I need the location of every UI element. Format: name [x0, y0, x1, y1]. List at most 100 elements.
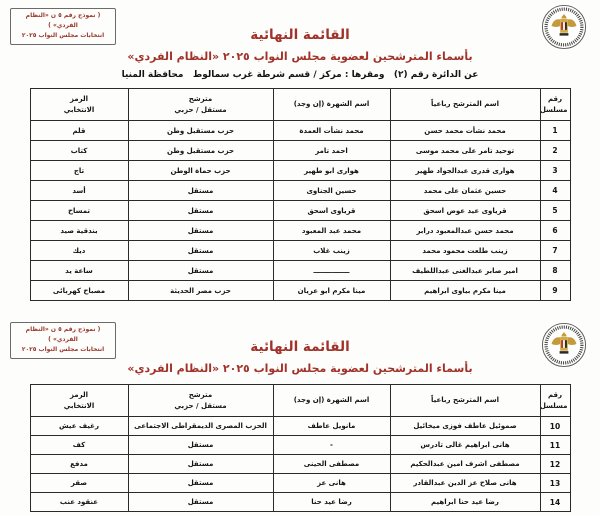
cell-candidate-name: رضا عيد حنا ابراهيم: [389, 492, 541, 512]
cell-fame-name: احمد تامر: [272, 140, 391, 161]
page-subtitle: بأسماء المترشحين لعضوية مجلس النواب ٢٠٢٥…: [127, 50, 473, 63]
cell-candidate-name: امير صابر عبدالغنى عبداللطيف: [389, 260, 541, 281]
cell-party-affiliation: مستقل: [127, 473, 274, 493]
cell-serial-number: 14: [539, 492, 571, 512]
cell-electoral-symbol: عنقود عنب: [29, 492, 129, 512]
cell-party-affiliation: مستقل: [127, 240, 274, 261]
col-header-fame-name: اسم الشهرة (إن وجد): [272, 88, 391, 121]
cell-party-affiliation: مستقل: [127, 180, 274, 201]
cell-serial-number: 6: [539, 220, 571, 241]
candidates-table-1: رقم مسلسل اسم المترشح رباعياً اسم الشهرة…: [29, 88, 571, 301]
table-header-row: رقم مسلسل اسم المترشح رباعياً اسم الشهرة…: [29, 384, 571, 417]
cell-serial-number: 11: [539, 435, 571, 455]
cell-party-affiliation: مستقل: [127, 492, 274, 512]
cell-party-affiliation: حزب مستقبل وطن: [127, 120, 274, 141]
district-line: عن الدائرة رقم (٢) ومقرها : مركز / قسم ش…: [121, 70, 479, 80]
cell-candidate-name: هانى ابراهيم غالى تادرس: [389, 435, 541, 455]
cell-serial-number: 12: [539, 454, 571, 474]
cell-electoral-symbol: تاج: [29, 160, 129, 181]
cell-party-affiliation: حزب مستقبل وطن: [127, 140, 274, 161]
table-row: 3 هوارى قدرى عبدالجواد طهير هوارى ابو طه…: [29, 160, 571, 181]
cell-fame-name: مينا مكرم ابو عريان: [272, 280, 391, 301]
cell-serial-number: 4: [539, 180, 571, 201]
col-header-symbol: الرمز الانتخابي: [29, 384, 129, 417]
table-row: 4 حسين عثمان على محمد حسين الجناوى مستقل…: [29, 180, 571, 201]
cell-fame-name: رضا عيد حنا: [272, 492, 391, 512]
table-row: 7 زينب طلعت محمود محمد زينب غلاب مستقل د…: [29, 240, 571, 261]
cell-candidate-name: قرياوى عيد عوض اسحق: [389, 200, 541, 221]
cell-party-affiliation: حزب مصر الحديثة: [127, 280, 274, 301]
page-title: القائمة النهائية: [250, 27, 350, 43]
table-row: 10 صموئيل عاطف فوزى ميخائيل مانويل عاطف …: [29, 416, 571, 436]
table-row: 6 محمد حسن عبدالمعبود درابر محمد عبد الم…: [29, 220, 571, 241]
cell-electoral-symbol: رغيف عيش: [29, 416, 129, 436]
cell-serial-number: 13: [539, 473, 571, 493]
cell-serial-number: 5: [539, 200, 571, 221]
cell-candidate-name: صموئيل عاطف فوزى ميخائيل: [389, 416, 541, 436]
cell-electoral-symbol: ساعة يد: [29, 260, 129, 281]
form-number-stamp: ( نموذج رقم ٥ ن «النظام الفردي» ) انتخاب…: [10, 322, 116, 359]
page-subtitle: بأسماء المترشحين لعضوية مجلس النواب ٢٠٢٥…: [127, 362, 473, 375]
cell-fame-name: قرياوى اسحق: [272, 200, 391, 221]
cell-fame-name: مصطفى الحينى: [272, 454, 391, 474]
page-title: القائمة النهائية: [250, 339, 350, 355]
cell-candidate-name: حسين عثمان على محمد: [389, 180, 541, 201]
cell-fame-name: مانويل عاطف: [272, 416, 391, 436]
cell-fame-name: حسين الجناوى: [272, 180, 391, 201]
cell-party-affiliation: الحزب المصرى الديمقراطى الاجتماعى: [127, 416, 274, 436]
cell-fame-name: ـــــــــــــــ: [272, 260, 391, 281]
cell-serial-number: 10: [539, 416, 571, 436]
cell-fame-name: هانى عز: [272, 473, 391, 493]
table-row: 14 رضا عيد حنا ابراهيم رضا عيد حنا مستقل…: [29, 492, 571, 512]
cell-candidate-name: هوارى قدرى عبدالجواد طهير: [389, 160, 541, 181]
cell-electoral-symbol: قلم: [29, 120, 129, 141]
cell-candidate-name: محمد حسن عبدالمعبود درابر: [389, 220, 541, 241]
cell-serial-number: 8: [539, 260, 571, 281]
cell-electoral-symbol: مدفع: [29, 454, 129, 474]
col-header-party: مترشح مستقل / حزبي: [127, 88, 274, 121]
form-number-stamp: ( نموذج رقم ٥ ن «النظام الفردي» ) انتخاب…: [10, 8, 116, 45]
cell-party-affiliation: مستقل: [127, 454, 274, 474]
cell-candidate-name: هانى صلاح عز الدين عبدالقادر: [389, 473, 541, 493]
cell-electoral-symbol: بندقية صيد: [29, 220, 129, 241]
col-header-party: مترشح مستقل / حزبي: [127, 384, 274, 417]
candidate-list-page-2: ( نموذج رقم ٥ ن «النظام الفردي» ) انتخاب…: [0, 316, 600, 516]
table-row: 8 امير صابر عبدالغنى عبداللطيف ـــــــــ…: [29, 260, 571, 281]
cell-fame-name: زينب غلاب: [272, 240, 391, 261]
cell-serial-number: 7: [539, 240, 571, 261]
cell-candidate-name: محمد نشأت محمد حسن: [389, 120, 541, 141]
col-header-serial: رقم مسلسل: [539, 88, 571, 121]
cell-serial-number: 3: [539, 160, 571, 181]
cell-electoral-symbol: ديك: [29, 240, 129, 261]
cell-party-affiliation: مستقل: [127, 260, 274, 281]
cell-party-affiliation: مستقل: [127, 220, 274, 241]
cell-electoral-symbol: أسد: [29, 180, 129, 201]
cell-party-affiliation: مستقل: [127, 200, 274, 221]
cell-candidate-name: توحيد تامر على محمد موسى: [389, 140, 541, 161]
table-row: 12 مصطفى اشرف امين عبدالحكيم مصطفى الحين…: [29, 454, 571, 474]
table-row: 9 مينا مكرم بياوى ابراهيم مينا مكرم ابو …: [29, 280, 571, 301]
elections-authority-emblem: [541, 4, 587, 50]
elections-authority-emblem: [541, 322, 587, 368]
candidate-list-page-1: ( نموذج رقم ٥ ن «النظام الفردي» ) انتخاب…: [10, 4, 587, 301]
cell-fame-name: -: [272, 435, 391, 455]
cell-party-affiliation: حزب حماة الوطن: [127, 160, 274, 181]
col-header-candidate-name: اسم المترشح رباعياً: [389, 384, 541, 417]
col-header-symbol: الرمز الانتخابي: [29, 88, 129, 121]
cell-candidate-name: مصطفى اشرف امين عبدالحكيم: [389, 454, 541, 474]
cell-candidate-name: مينا مكرم بياوى ابراهيم: [389, 280, 541, 301]
cell-electoral-symbol: صقر: [29, 473, 129, 493]
eagle-icon: [551, 332, 577, 354]
table-row: 5 قرياوى عيد عوض اسحق قرياوى اسحق مستقل …: [29, 200, 571, 221]
col-header-serial: رقم مسلسل: [539, 384, 571, 417]
cell-electoral-symbol: مصباح كهربائى: [29, 280, 129, 301]
cell-fame-name: محمد نشأت العمدة: [272, 120, 391, 141]
table-row: 11 هانى ابراهيم غالى تادرس - مستقل كف: [29, 435, 571, 455]
cell-serial-number: 9: [539, 280, 571, 301]
cell-party-affiliation: مستقل: [127, 435, 274, 455]
candidates-table-2: رقم مسلسل اسم المترشح رباعياً اسم الشهرة…: [29, 384, 571, 512]
table-header-row: رقم مسلسل اسم المترشح رباعياً اسم الشهرة…: [29, 88, 571, 121]
col-header-fame-name: اسم الشهرة (إن وجد): [272, 384, 391, 417]
eagle-icon: [551, 14, 577, 36]
cell-electoral-symbol: تمساح: [29, 200, 129, 221]
